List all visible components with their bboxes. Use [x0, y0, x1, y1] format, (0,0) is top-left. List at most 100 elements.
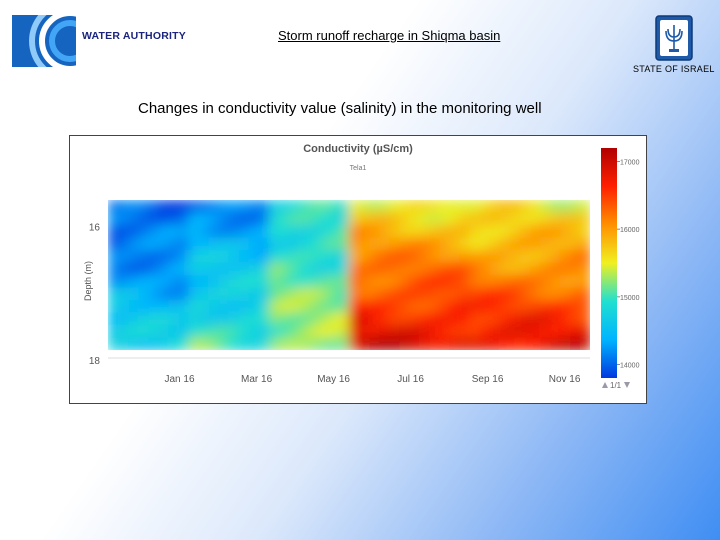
heatmap-cell	[298, 312, 310, 326]
heatmap-cell	[288, 275, 300, 289]
heatmap-cell	[469, 275, 481, 289]
heatmap-cell	[138, 212, 150, 226]
heatmap-cell	[108, 200, 120, 214]
heatmap-cell	[118, 200, 130, 214]
heatmap-cell	[258, 250, 270, 264]
heatmap-cell	[198, 312, 210, 326]
heatmap-cell	[439, 250, 451, 264]
heatmap-cell	[369, 300, 381, 314]
heatmap-cell	[228, 250, 240, 264]
heatmap-cell	[278, 200, 290, 214]
heatmap-cell	[429, 212, 441, 226]
heatmap-cell	[519, 287, 531, 301]
heatmap-cell	[469, 200, 481, 214]
heatmap-cell	[469, 237, 481, 251]
heatmap-cell	[399, 237, 411, 251]
heatmap-cell	[178, 212, 190, 226]
heatmap-cell	[108, 325, 120, 339]
heatmap-cell	[258, 275, 270, 289]
heatmap-cell	[118, 275, 130, 289]
heatmap-cell	[369, 337, 381, 350]
heatmap-cell	[218, 275, 230, 289]
heatmap-cell	[258, 300, 270, 314]
heatmap-cell	[218, 300, 230, 314]
heatmap-cell	[379, 300, 391, 314]
heatmap-cell	[238, 212, 250, 226]
heatmap-cell	[208, 225, 220, 239]
heatmap-cell	[298, 275, 310, 289]
heatmap-cell	[158, 325, 170, 339]
heatmap-cell	[238, 200, 250, 214]
heatmap-cell	[509, 337, 521, 350]
heatmap-cell	[288, 212, 300, 226]
heatmap-cell	[268, 275, 280, 289]
heatmap-cell	[248, 225, 260, 239]
heatmap-cell	[409, 237, 421, 251]
heatmap-cell	[268, 262, 280, 276]
heatmap-cell	[338, 287, 350, 301]
heatmap-cell	[238, 262, 250, 276]
heatmap-cell	[559, 300, 571, 314]
heatmap-cell	[419, 212, 431, 226]
heatmap-cell	[158, 212, 170, 226]
heatmap-cell	[479, 312, 491, 326]
heatmap-cell	[138, 287, 150, 301]
pager-up-icon[interactable]	[602, 382, 608, 388]
heatmap-cell	[208, 312, 220, 326]
heatmap-cell	[228, 325, 240, 339]
heatmap-cell	[519, 250, 531, 264]
heatmap-cell	[188, 200, 200, 214]
heatmap-cell	[499, 250, 511, 264]
x-tick-label: Nov 16	[549, 374, 581, 385]
heatmap-cell	[258, 325, 270, 339]
heatmap-cell	[559, 212, 571, 226]
heatmap-cell	[489, 200, 501, 214]
heatmap-cell	[509, 212, 521, 226]
heatmap-cell	[459, 275, 471, 289]
heatmap-cell	[118, 337, 130, 350]
heatmap-cell	[419, 275, 431, 289]
heatmap-cell	[228, 200, 240, 214]
heatmap-cell	[298, 287, 310, 301]
pager-label[interactable]: 1/1	[610, 381, 622, 390]
heatmap-cell	[509, 300, 521, 314]
heatmap-cell	[298, 325, 310, 339]
heatmap-cell	[569, 337, 581, 350]
heatmap-cell	[509, 287, 521, 301]
heatmap-cell	[318, 325, 330, 339]
heatmap-cell	[268, 212, 280, 226]
heatmap-cell	[409, 300, 421, 314]
heatmap-cell	[499, 337, 511, 350]
heatmap-cell	[399, 200, 411, 214]
heatmap-cell	[338, 325, 350, 339]
heatmap-cell	[439, 325, 451, 339]
heatmap-cell	[489, 225, 501, 239]
heatmap-cell	[489, 262, 501, 276]
heatmap-cell	[188, 325, 200, 339]
pager-down-icon[interactable]	[624, 382, 630, 388]
heatmap-cell	[278, 275, 290, 289]
heatmap-cell	[469, 225, 481, 239]
heatmap-cell	[168, 275, 180, 289]
heatmap-cell	[208, 250, 220, 264]
heatmap-cell	[278, 212, 290, 226]
heatmap-cell	[529, 337, 541, 350]
heatmap-cell	[379, 250, 391, 264]
heatmap-cell	[128, 212, 140, 226]
heatmap-cell	[449, 312, 461, 326]
heatmap-cell	[288, 237, 300, 251]
heatmap-cell	[178, 325, 190, 339]
heatmap-cell	[308, 212, 320, 226]
heatmap-cell	[479, 200, 491, 214]
heatmap-cell	[359, 225, 371, 239]
heatmap-cell	[168, 225, 180, 239]
heatmap-cell	[258, 262, 270, 276]
heatmap-cell	[108, 262, 120, 276]
heatmap-cell	[238, 275, 250, 289]
heatmap-cell	[479, 262, 491, 276]
heatmap-cell	[499, 262, 511, 276]
heatmap-cell	[459, 300, 471, 314]
heatmap-cell	[379, 225, 391, 239]
heatmap-cell	[379, 312, 391, 326]
